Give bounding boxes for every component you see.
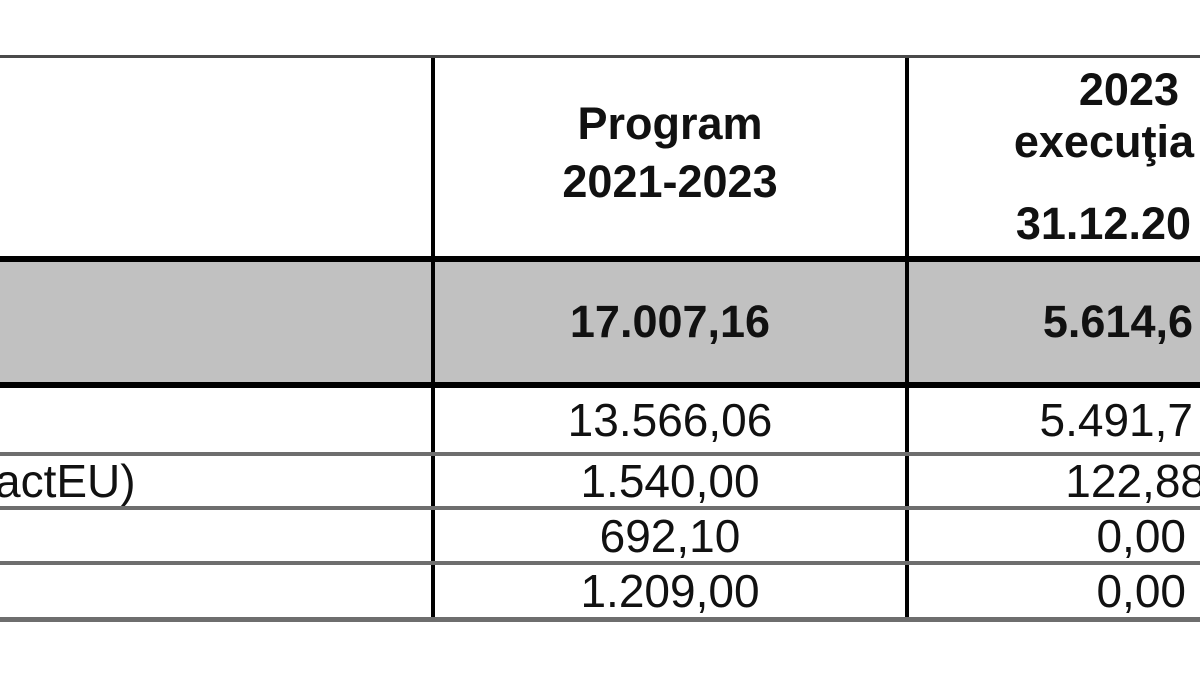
row-program-cell: 692,10 <box>431 509 905 562</box>
table-row: 1.209,00 0,00 <box>0 565 1200 622</box>
table-row: 13.566,06 5.491,7 <box>0 388 1200 456</box>
header-program-cell: Program 2021-2023 <box>431 58 905 256</box>
row-program-cell: 1.209,00 <box>431 565 905 617</box>
row-executie-cell: 5.491,7 <box>905 388 1200 452</box>
header-executie-cell: 2023 execuţia 31.12.20 <box>905 58 1200 256</box>
row-program-value: 692,10 <box>599 509 741 562</box>
row-executie-cell: 0,00 <box>905 565 1200 617</box>
budget-table: Program 2021-2023 2023 execuţia 31.12.20… <box>0 55 1200 622</box>
header-executie-line2: execuţia <box>1013 116 1194 167</box>
row-executie-cell: 122,88 <box>905 455 1200 507</box>
row-label-cell <box>0 565 431 617</box>
total-executie-value: 5.614,6 <box>1042 296 1193 347</box>
row-executie-value: 0,00 <box>1096 509 1186 562</box>
row-label-cell: actEU) <box>0 456 431 506</box>
row-label-cell <box>0 510 431 561</box>
row-program-value: 1.209,00 <box>580 565 760 617</box>
row-program-cell: 1.540,00 <box>431 455 905 507</box>
total-program-value: 17.007,16 <box>569 296 771 347</box>
row-label-cell <box>0 388 431 452</box>
row-executie-value: 122,88 <box>1065 455 1200 507</box>
header-program-line2: 2021-2023 <box>562 156 778 207</box>
row-executie-cell: 0,00 <box>905 509 1200 562</box>
row-program-value: 13.566,06 <box>567 394 773 446</box>
total-label-cell <box>0 262 431 382</box>
row-executie-value: 0,00 <box>1096 565 1186 617</box>
header-label-cell <box>0 58 431 256</box>
header-executie-line1: 2023 <box>1078 64 1179 115</box>
row-executie-value: 5.491,7 <box>1039 394 1193 446</box>
header-executie-line3: 31.12.20 <box>1015 198 1191 249</box>
total-row: 17.007,16 5.614,6 <box>0 262 1200 388</box>
row-program-cell: 13.566,06 <box>431 388 905 452</box>
total-executie-cell: 5.614,6 <box>905 262 1200 382</box>
table-header-row: Program 2021-2023 2023 execuţia 31.12.20 <box>0 58 1200 262</box>
row-program-value: 1.540,00 <box>580 455 760 507</box>
table-row: actEU) 1.540,00 122,88 <box>0 455 1200 510</box>
total-program-cell: 17.007,16 <box>431 262 905 382</box>
row-label-text: actEU) <box>0 456 136 506</box>
header-program-line1: Program <box>577 98 763 149</box>
table-row: 692,10 0,00 <box>0 510 1200 565</box>
